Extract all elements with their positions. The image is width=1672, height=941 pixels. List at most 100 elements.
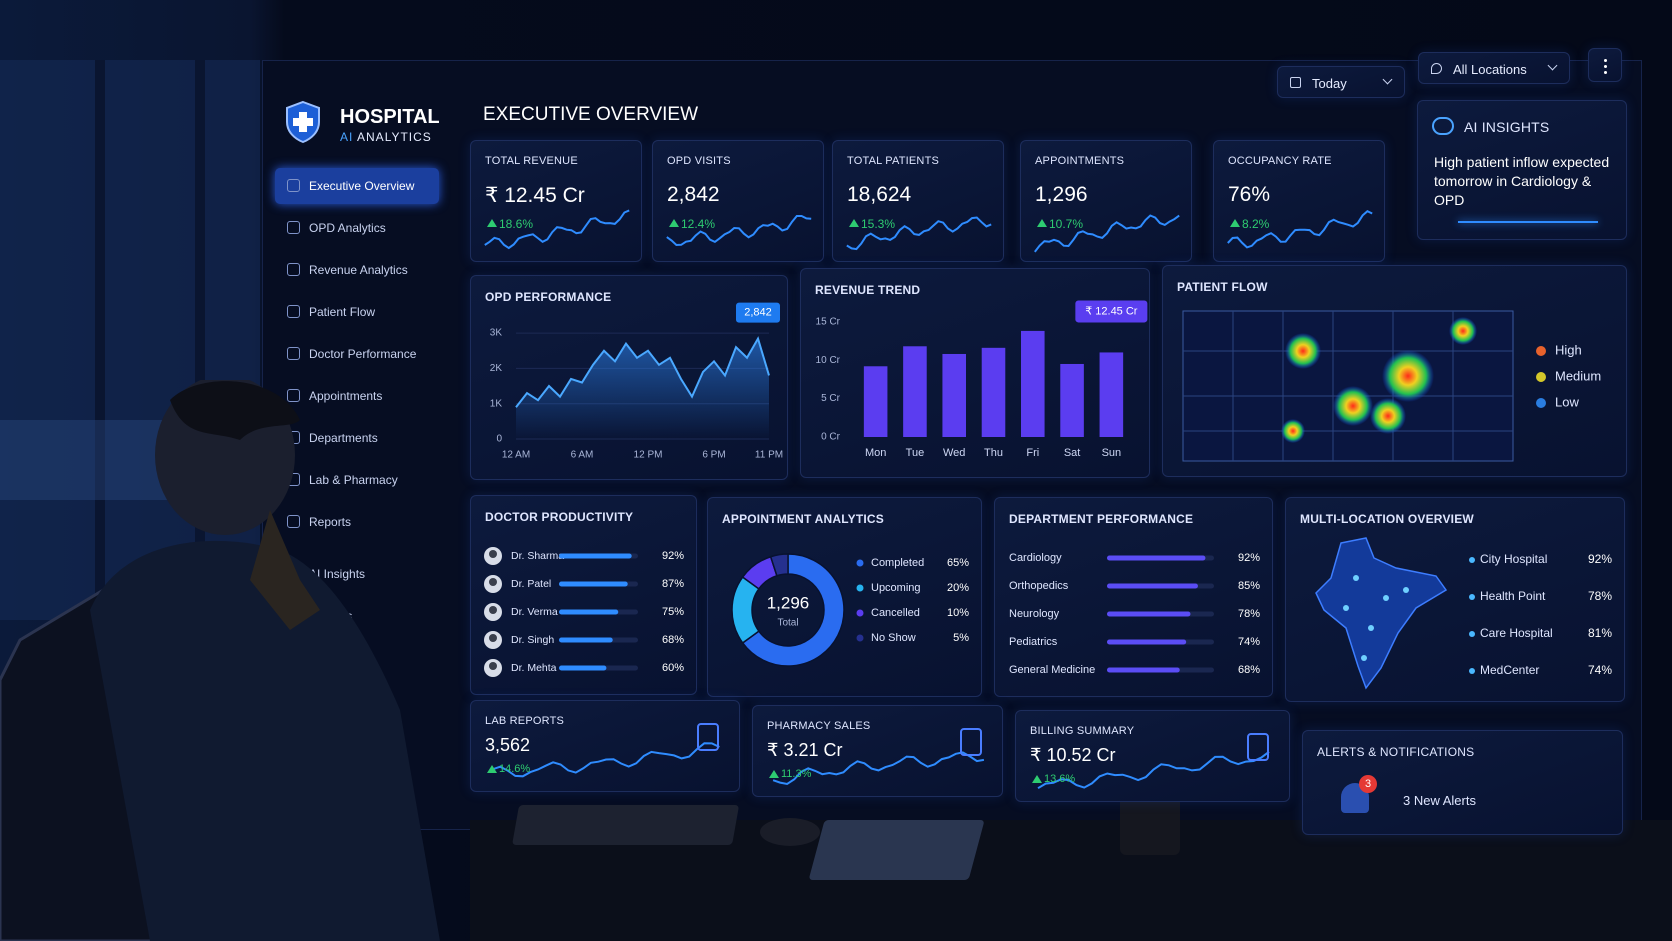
summary-card: LAB REPORTS 3,562 14.6% [470, 700, 740, 792]
bar-label: Neurology [1009, 608, 1060, 620]
map-dot [1403, 587, 1409, 593]
pie-slice [741, 553, 845, 667]
nav-icon [287, 389, 300, 402]
x-tick-label: 12 PM [634, 450, 663, 461]
multi-location-panel: City Hospital 92% Health Point 78% Care Hosp… [1285, 497, 1625, 702]
y-tick-label: 2K [490, 363, 503, 374]
card-label: BILLING SUMMARY [1030, 725, 1135, 737]
y-tick-label: 10 Cr [816, 355, 841, 366]
logo-shield [286, 100, 320, 144]
bar-label: Dr. Patel [511, 578, 551, 590]
y-tick-label: 3K [490, 328, 503, 339]
x-tick-label: Fri [1026, 447, 1039, 459]
person-silhouette [0, 380, 440, 941]
filter-dropdown[interactable]: Today [1277, 66, 1405, 98]
nav-label: Doctor Performance [309, 347, 417, 361]
menu-dot [1604, 71, 1607, 74]
nav-icon [287, 263, 300, 276]
kpi-change: 8.2% [1229, 217, 1270, 231]
value-label: 92% [662, 550, 684, 562]
nav-item[interactable]: Revenue Analytics [275, 252, 439, 288]
page-title: EXECUTIVE OVERVIEW [483, 104, 699, 125]
alert-text: 3 New Alerts [1403, 793, 1476, 808]
y-tick-label: 5 Cr [821, 393, 841, 404]
bar [903, 346, 927, 437]
panel-title: PATIENT FLOW [1177, 280, 1268, 294]
row-dot [1469, 631, 1475, 637]
value-label: 87% [662, 578, 684, 590]
value-label: 5% [953, 632, 969, 644]
bar [559, 637, 613, 643]
patient-flow-panel: High Medium Low PATIENT FLOW [1162, 265, 1627, 477]
x-tick-label: Thu [984, 447, 1003, 459]
nav-item[interactable]: Executive Overview [275, 168, 439, 204]
avatar-head [489, 578, 497, 586]
nav-label: AI Insights [309, 567, 366, 581]
location-name: City Hospital [1480, 552, 1547, 566]
legend-label: Completed [871, 557, 924, 569]
kpi-card: APPOINTMENTS 1,296 10.7% [1020, 140, 1192, 262]
card-label: PHARMACY SALES [767, 720, 871, 732]
chart-title: OPD PERFORMANCE [485, 290, 612, 304]
value-label: 85% [1238, 580, 1260, 592]
pie-slice [731, 576, 760, 644]
panel-title: ALERTS & NOTIFICATIONS [1317, 745, 1475, 759]
brand-tag: AI ANALYTICS [340, 130, 432, 144]
legend-dot [1536, 346, 1546, 356]
bar [559, 581, 628, 587]
ai-title: AI INSIGHTS [1464, 119, 1550, 135]
x-tick-label: Mon [865, 447, 886, 459]
brand-tag-ai: AI [340, 130, 354, 144]
chart-canvas: 0 1K 2K 3K 12 AM 6 AM 12 PM 6 PM 11 PM 2,842 [490, 302, 783, 461]
legend-dot [856, 634, 864, 642]
more-menu[interactable] [1588, 48, 1622, 82]
filter-dropdown[interactable]: All Locations [1418, 52, 1570, 84]
value-label: 60% [662, 662, 684, 674]
nav-item[interactable]: Patient Flow [275, 294, 439, 330]
value-label: 75% [662, 606, 684, 618]
nav-label: Patient Flow [309, 305, 376, 319]
summary-card: PHARMACY SALES ₹ 3.21 Cr 11.3% [752, 705, 1003, 797]
bar-label: Cardiology [1009, 552, 1062, 564]
chart-title: DEPARTMENT PERFORMANCE [1009, 512, 1194, 526]
alert-badge: 3 [1359, 775, 1377, 793]
bar-label: Pediatrics [1009, 636, 1058, 648]
office-background [0, 60, 260, 620]
chevron [1547, 60, 1558, 71]
bar [1060, 363, 1084, 437]
location-value: 81% [1588, 626, 1612, 640]
legend-label: No Show [871, 632, 916, 644]
legend-dot [856, 584, 864, 592]
callout-box [1075, 300, 1148, 323]
nav-item[interactable]: Doctor Performance [275, 336, 439, 372]
chart-canvas: High Medium Low [1182, 310, 1601, 462]
nav-icon [287, 515, 300, 528]
nav-item[interactable]: Reports [275, 504, 439, 540]
location-name: Health Point [1480, 589, 1546, 603]
x-tick-label: Sat [1064, 447, 1081, 459]
y-tick-label: 15 Cr [816, 316, 841, 327]
bar [1107, 639, 1187, 645]
heat-blob [1370, 398, 1406, 434]
heat-blob [1281, 419, 1305, 443]
heat-blob [1382, 350, 1434, 402]
chart-canvas [846, 216, 992, 251]
nav-item[interactable]: Appointments [275, 378, 439, 414]
nav-icon [287, 179, 300, 192]
kpi-label: TOTAL REVENUE [485, 155, 578, 167]
nav-item[interactable]: OPD Analytics [275, 210, 439, 246]
chart-panel: Cardiology 92% Orthopedics 85% Neurology 78% P… [994, 497, 1273, 697]
map-dot [1343, 605, 1349, 611]
line [515, 336, 770, 408]
value-label: 10% [947, 607, 969, 619]
chart-title: APPOINTMENT ANALYTICS [722, 512, 884, 526]
card-change: 13.6% [1031, 773, 1076, 785]
ai-text: High patient inflow expected tomorrow in… [1434, 154, 1610, 208]
nav-icon [287, 347, 300, 360]
y-tick-label: 1K [490, 398, 503, 409]
avatar-head [489, 606, 497, 614]
legend-dot [1536, 398, 1546, 408]
y-tick-label: 0 [496, 434, 502, 445]
chart-canvas: City Hospital 92% Health Point 78% Care Hosp… [1315, 537, 1612, 690]
